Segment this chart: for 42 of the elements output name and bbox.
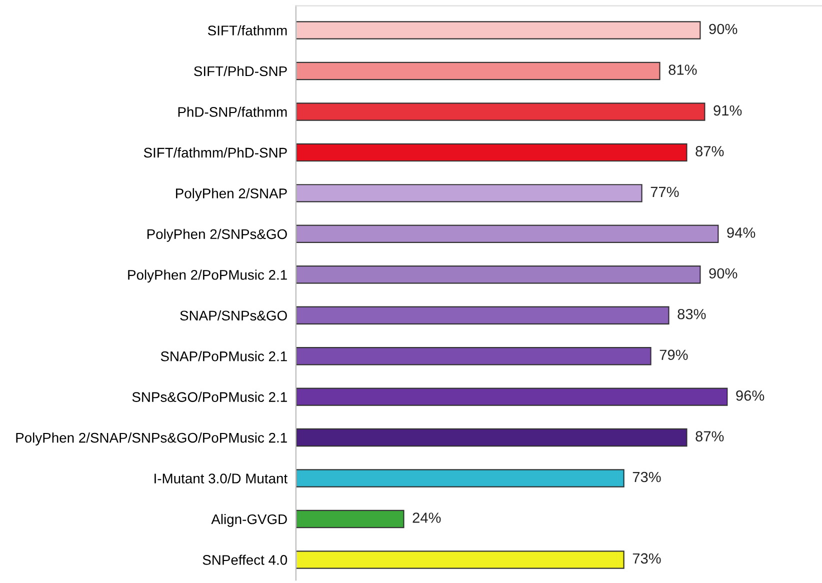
data-label: 77% (650, 186, 679, 198)
y-tick-label: PolyPhen 2/SNAP/SNPs&GO/PoPMusic 2.1 (16, 432, 287, 446)
y-tick-label: Align-GVGD (211, 514, 287, 527)
bar (296, 143, 688, 162)
y-tick-label: SIFT/fathmm (208, 25, 287, 36)
bar (296, 184, 642, 202)
data-label: 90% (709, 24, 738, 34)
data-label: 87% (696, 431, 724, 442)
bar (296, 224, 719, 244)
y-tick-label: SIFT/fathmm/PhD-SNP (144, 147, 287, 158)
bar (296, 62, 660, 80)
y-tick-label: SNPeffect 4.0 (202, 554, 288, 565)
bar (296, 428, 688, 447)
y-tick-label: PhD-SNP/fathmm (178, 106, 287, 117)
bar (296, 388, 728, 406)
y-tick-label: SNAP/PoPMusic 2.1 (160, 351, 287, 362)
data-label: 81% (668, 64, 697, 75)
y-tick-label: PolyPhen 2/SNAP (176, 188, 287, 202)
bar (296, 346, 652, 366)
bar (296, 510, 404, 528)
bar (296, 306, 670, 324)
bar (296, 550, 624, 569)
y-tick-label: SNPs&GO/PoPMusic 2.1 (132, 392, 287, 402)
y-tick-label: SIFT/PhD-SNP (194, 66, 287, 76)
data-label: 90% (709, 268, 738, 279)
bar (296, 102, 706, 121)
data-label: 73% (632, 472, 661, 482)
data-label: 24% (412, 512, 441, 523)
y-tick-label: SNAP/SNPs&GO (180, 310, 287, 321)
data-label: 96% (736, 390, 764, 401)
bar (296, 21, 701, 40)
bar (296, 469, 624, 488)
data-label: 83% (678, 308, 706, 320)
data-label: 79% (660, 350, 688, 360)
y-tick-label: I-Mutant 3.0/D Mutant (154, 473, 288, 484)
data-label: 73% (632, 553, 661, 564)
data-label: 94% (727, 227, 756, 238)
data-label: 91% (714, 105, 742, 116)
y-tick-label: PolyPhen 2/SNPs&GO (147, 228, 287, 242)
data-label: 87% (696, 146, 724, 156)
y-tick-label: PolyPhen 2/PoPMusic 2.1 (128, 270, 287, 283)
bar (296, 266, 701, 284)
